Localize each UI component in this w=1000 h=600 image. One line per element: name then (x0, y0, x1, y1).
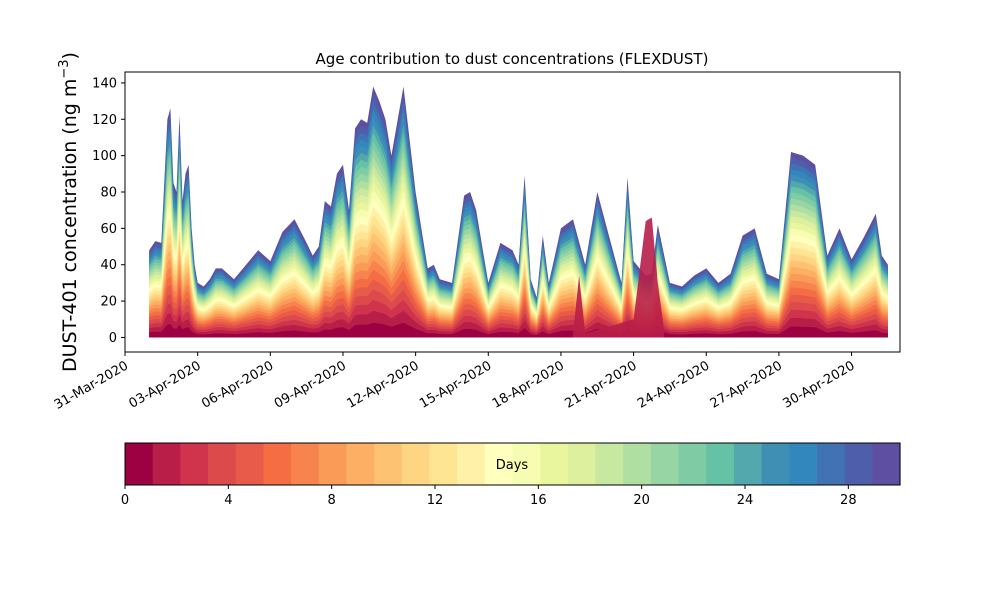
y-axis: 0 20 40 60 80 100 120 140 (92, 76, 125, 346)
y-tick-label: 20 (100, 295, 117, 310)
colorbar-ticks: 0 4 8 12 16 20 24 28 (121, 485, 857, 508)
colorbar-swatch (235, 443, 264, 485)
age-band-0 (149, 322, 888, 338)
x-tick-label: 30-Apr-2020 (780, 358, 857, 411)
x-tick-label: 03-Apr-2020 (127, 358, 204, 411)
x-tick-label: 09-Apr-2020 (272, 358, 349, 411)
colorbar-swatch (816, 443, 846, 485)
colorbar-tick-label: 28 (840, 493, 857, 508)
x-tick-label: 18-Apr-2020 (490, 358, 567, 411)
colorbar-swatch (374, 443, 403, 485)
colorbar-tick-label: 8 (328, 493, 336, 508)
colorbar-swatch (595, 443, 624, 485)
colorbar-tick-label: 24 (737, 493, 754, 508)
y-axis-label: DUST-401 concentration (ng m−3) (57, 52, 81, 372)
colorbar-swatch (623, 443, 652, 485)
colorbar-swatch (180, 443, 209, 485)
colorbar-tick-label: 16 (530, 493, 547, 508)
colorbar (125, 443, 901, 485)
y-tick-label: 120 (92, 113, 117, 128)
colorbar-swatch (567, 443, 597, 485)
colorbar-tick-label: 20 (633, 493, 650, 508)
colorbar-swatch (263, 443, 292, 485)
colorbar-swatch (208, 443, 237, 485)
colorbar-swatch (761, 443, 790, 485)
colorbar-label: Days (496, 458, 529, 473)
y-axis-label-main: DUST-401 concentration (ng m (59, 79, 81, 372)
colorbar-swatch (733, 443, 763, 485)
y-tick-label: 80 (100, 186, 117, 201)
colorbar-swatch (291, 443, 320, 485)
colorbar-swatch (152, 443, 181, 485)
y-tick-label: 100 (92, 149, 117, 164)
x-tick-label: 15-Apr-2020 (417, 358, 494, 411)
colorbar-swatch (650, 443, 680, 485)
colorbar-swatch (678, 443, 707, 485)
colorbar-swatch (789, 443, 818, 485)
colorbar-swatch (540, 443, 569, 485)
colorbar-swatch (429, 443, 458, 485)
stacked-area-layers (149, 86, 888, 338)
x-tick-label: 21-Apr-2020 (562, 358, 639, 411)
colorbar-swatch (125, 443, 154, 485)
y-axis-label-exponent: −3 (57, 59, 72, 78)
y-tick-label: 60 (100, 222, 117, 237)
y-tick-label: 0 (109, 331, 117, 346)
colorbar-swatch (844, 443, 873, 485)
colorbar-swatch (872, 443, 901, 485)
x-tick-label: 27-Apr-2020 (708, 358, 785, 411)
colorbar-frame (124, 442, 901, 486)
young-dust-episode (573, 217, 664, 338)
plot-frame (124, 71, 901, 353)
chart-title: Age contribution to dust concentrations … (316, 50, 709, 68)
colorbar-tick-label: 0 (121, 493, 129, 508)
x-tick-label: 06-Apr-2020 (199, 358, 276, 411)
x-tick-label: 24-Apr-2020 (635, 358, 712, 411)
x-tick-label: 12-Apr-2020 (345, 358, 422, 411)
colorbar-swatch (484, 443, 514, 485)
colorbar-tick-label: 12 (427, 493, 444, 508)
colorbar-swatch (706, 443, 735, 485)
x-axis: 31-Mar-202003-Apr-202006-Apr-202009-Apr-… (52, 352, 858, 413)
colorbar-swatch (401, 443, 431, 485)
colorbar-swatch (512, 443, 541, 485)
y-tick-label: 40 (100, 258, 117, 273)
colorbar-tick-label: 4 (224, 493, 232, 508)
colorbar-swatch (346, 443, 375, 485)
colorbar-swatch (318, 443, 348, 485)
y-tick-label: 140 (92, 76, 117, 91)
y-axis-label-close: ) (59, 52, 81, 59)
colorbar-swatch (457, 443, 486, 485)
